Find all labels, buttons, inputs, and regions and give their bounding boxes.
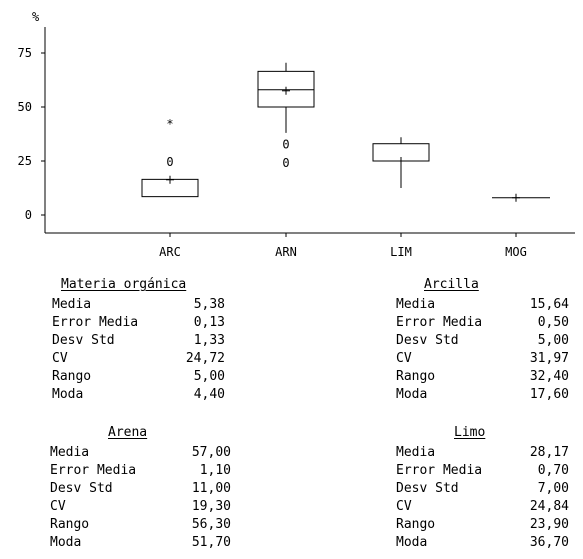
y-tick-label: 75 bbox=[18, 46, 32, 60]
stat-label: Rango bbox=[396, 517, 436, 532]
stat-value: 19,30 bbox=[191, 499, 231, 514]
chart-axes bbox=[44, 27, 575, 234]
stat-label: Rango bbox=[52, 369, 92, 384]
stat-label: Desv Std bbox=[396, 333, 459, 348]
stat-value: 0,70 bbox=[537, 463, 569, 478]
stat-value: 56,30 bbox=[191, 517, 231, 532]
stat-label: Desv Std bbox=[52, 333, 115, 348]
stat-label: Media bbox=[52, 297, 92, 312]
stat-value: 24,72 bbox=[185, 351, 225, 366]
stats-title: Materia orgánica bbox=[61, 277, 187, 292]
stats-limo: Limo Media 28,17 Error Media 0,70 Desv Std… bbox=[396, 424, 569, 554]
stat-value: 23,90 bbox=[529, 517, 569, 532]
stat-label: Moda bbox=[50, 535, 82, 550]
stat-label: Error Media bbox=[396, 463, 483, 478]
box-mog bbox=[492, 193, 550, 202]
stat-value: 24,84 bbox=[529, 499, 569, 514]
stat-value: 11,00 bbox=[191, 481, 231, 496]
mean-marker bbox=[397, 157, 405, 165]
y-tick-label: 50 bbox=[18, 100, 32, 114]
stats-title: Limo bbox=[454, 425, 486, 440]
stat-label: Error Media bbox=[396, 315, 483, 330]
stats-arcilla: Arcilla Media 15,64 Error Media 0,50 Desv … bbox=[396, 276, 569, 406]
x-tick-label: ARN bbox=[275, 245, 297, 259]
stat-value: 5,38 bbox=[193, 297, 225, 312]
stat-label: Desv Std bbox=[50, 481, 113, 496]
stat-value: 1,10 bbox=[199, 463, 231, 478]
mean-marker bbox=[512, 193, 520, 202]
stat-value: 28,17 bbox=[529, 445, 569, 460]
stat-value: 51,70 bbox=[191, 535, 231, 550]
stat-label: Moda bbox=[52, 387, 84, 402]
x-tick-label: LIM bbox=[390, 245, 412, 259]
x-tick-label: MOG bbox=[505, 245, 527, 259]
stat-value: 15,64 bbox=[529, 297, 569, 312]
stat-value: 0,50 bbox=[537, 315, 569, 330]
mean-marker bbox=[282, 86, 290, 95]
stat-label: Rango bbox=[396, 369, 436, 384]
outlier-marker: 0 bbox=[282, 156, 289, 170]
stat-value: 36,70 bbox=[529, 535, 569, 550]
stat-label: Media bbox=[396, 297, 436, 312]
box-series: 0*00 bbox=[141, 62, 550, 202]
stat-label: Media bbox=[396, 445, 436, 460]
stat-label: CV bbox=[50, 499, 66, 514]
stat-value: 31,97 bbox=[529, 351, 569, 366]
y-tick-label: 0 bbox=[25, 208, 32, 222]
x-tick-label: ARC bbox=[159, 245, 181, 259]
box-arc: 0* bbox=[141, 117, 199, 198]
stat-value: 32,40 bbox=[529, 369, 569, 384]
stat-label: Error Media bbox=[52, 315, 139, 330]
stats-materia-organica: Materia orgánica Media 5,38 Error Media 0,… bbox=[52, 276, 225, 406]
stat-value: 0,13 bbox=[193, 315, 225, 330]
box-lim bbox=[372, 137, 430, 188]
stat-label: CV bbox=[52, 351, 68, 366]
stat-value: 17,60 bbox=[529, 387, 569, 402]
stat-label: CV bbox=[396, 351, 412, 366]
outlier-marker: * bbox=[166, 117, 173, 131]
stat-label: Moda bbox=[396, 387, 428, 402]
stat-label: Error Media bbox=[50, 463, 137, 478]
stat-label: Desv Std bbox=[396, 481, 459, 496]
stat-value: 5,00 bbox=[193, 369, 225, 384]
stat-value: 4,40 bbox=[193, 387, 225, 402]
stat-label: Rango bbox=[50, 517, 90, 532]
stat-label: CV bbox=[396, 499, 412, 514]
y-axis-ticks: 0 25 50 75 bbox=[18, 46, 45, 222]
stat-label: Media bbox=[50, 445, 90, 460]
stat-value: 7,00 bbox=[537, 481, 569, 496]
stats-arena: Arena Media 57,00 Error Media 1,10 Desv St… bbox=[50, 424, 231, 554]
outlier-marker: 0 bbox=[282, 138, 289, 152]
y-tick-label: 25 bbox=[18, 154, 32, 168]
stat-value: 57,00 bbox=[191, 445, 231, 460]
stat-label: Moda bbox=[396, 535, 428, 550]
stat-value: 5,00 bbox=[537, 333, 569, 348]
x-axis-ticks: ARC ARN LIM MOG bbox=[159, 233, 527, 259]
box-arn: 00 bbox=[257, 62, 315, 170]
mean-marker bbox=[166, 175, 174, 184]
stats-title: Arena bbox=[108, 425, 148, 440]
stats-title: Arcilla bbox=[424, 277, 479, 292]
stat-value: 1,33 bbox=[193, 333, 225, 348]
outlier-marker: 0 bbox=[166, 155, 173, 169]
y-axis-unit-label: % bbox=[32, 10, 40, 24]
